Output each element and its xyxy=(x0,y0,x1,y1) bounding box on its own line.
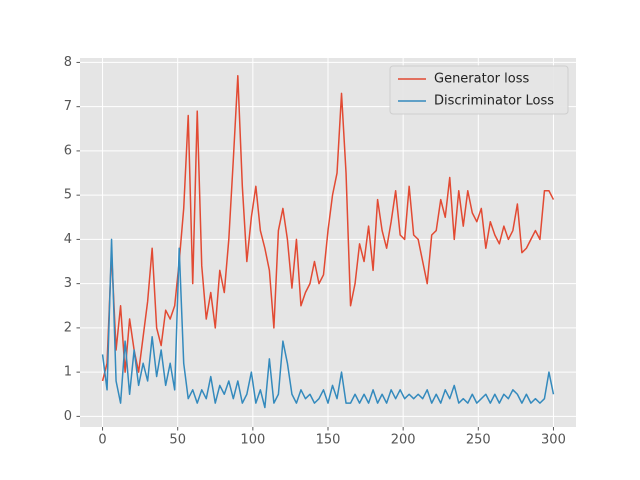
y-tick-label: 7 xyxy=(64,99,72,114)
y-tick-label: 0 xyxy=(64,409,72,424)
series-line xyxy=(101,238,555,409)
legend-label: Generator loss xyxy=(434,72,529,87)
x-tick-label: 200 xyxy=(391,433,416,448)
x-tick-label: 0 xyxy=(98,433,106,448)
x-tick-label: 150 xyxy=(316,433,341,448)
y-tick-label: 3 xyxy=(64,276,72,291)
x-tick-label: 100 xyxy=(240,433,265,448)
y-tick-label: 5 xyxy=(64,188,72,203)
y-tick-label: 8 xyxy=(64,55,72,70)
y-tick-label: 1 xyxy=(64,365,72,380)
x-tick-label: 250 xyxy=(466,433,491,448)
x-tick-label: 300 xyxy=(541,433,566,448)
y-tick-label: 4 xyxy=(64,232,72,247)
x-tick-label: 50 xyxy=(169,433,186,448)
legend-box xyxy=(389,65,569,115)
y-tick-label: 2 xyxy=(64,320,72,335)
y-tick-label: 6 xyxy=(64,143,72,158)
legend-label: Discriminator Loss xyxy=(434,94,554,109)
